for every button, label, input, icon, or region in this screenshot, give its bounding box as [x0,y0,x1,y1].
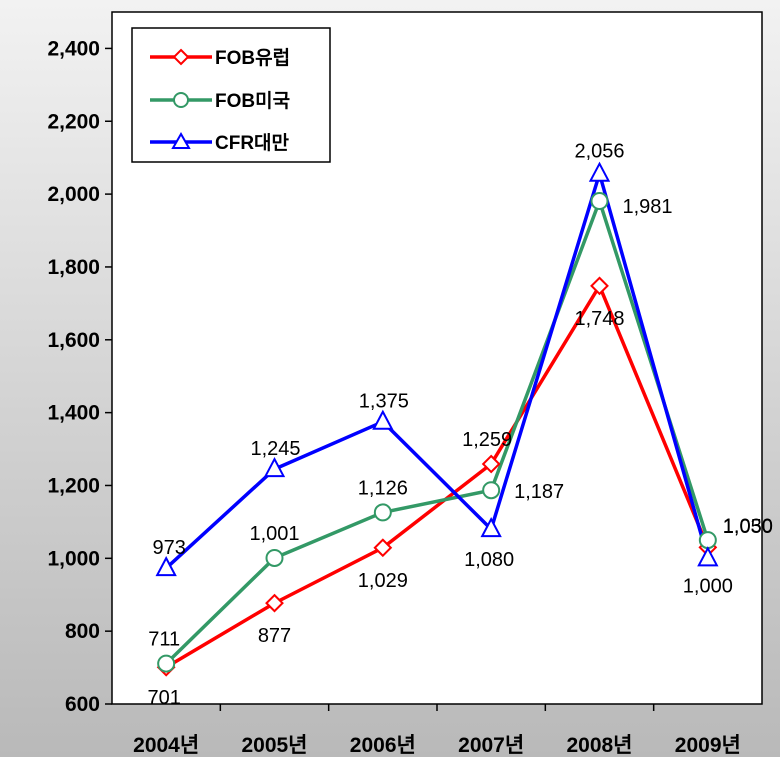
x-tick-label: 2004년 [133,734,199,757]
data-label: 1,259 [462,429,512,451]
data-label: 877 [258,625,291,647]
data-point [588,161,611,182]
data-point [482,481,501,500]
data-label: 701 [147,687,180,709]
legend-entry-fob-usa: FOB미국 [150,90,290,112]
triangle-marker-icon [171,131,191,149]
data-point [698,531,717,550]
y-tick-label: 1,800 [47,256,100,279]
legend-label: FOB유럽 [215,47,290,69]
data-label: 1,000 [683,575,733,597]
data-label: 1,981 [622,196,672,218]
data-label: 1,080 [464,549,514,571]
legend: FOB유럽 FOB미국 CFR대만 [131,27,331,163]
legend-entry-cfr-taiwan: CFR대만 [150,131,290,154]
y-tick-label: 2,400 [47,37,100,60]
data-point [157,654,176,673]
data-label: 1,245 [250,438,300,460]
diamond-marker-icon [172,48,190,66]
data-point [480,517,502,538]
data-label: 1,029 [358,570,408,592]
legend-entry-fob-europe: FOB유럽 [150,47,290,69]
y-tick-label: 800 [65,620,100,643]
data-point [155,556,177,577]
y-tick-label: 1,400 [47,402,100,425]
data-labels: 701 877 1,029 1,259 1,748 1,030 711 1,001 1,126 1… [147,141,772,710]
data-point [590,192,609,211]
legend-label: FOB미국 [215,90,290,112]
data-point [697,546,719,567]
data-point [263,456,286,478]
data-label: 1,001 [249,523,299,545]
legend-box [131,27,331,163]
x-tick-label: 2005년 [241,734,307,757]
y-tick-label: 2,000 [47,183,100,206]
data-point [590,276,609,296]
data-label: 2,056 [574,141,624,163]
data-label: 1,748 [574,308,624,330]
data-point [373,503,392,522]
data-label: 1,187 [514,481,564,503]
x-tick-label: 2008년 [566,734,632,757]
data-point [481,454,501,474]
data-label: 1,375 [359,391,409,413]
series-line-1 [164,195,710,665]
y-tick-label: 2,200 [47,110,100,133]
y-tick-label: 1,600 [47,329,100,352]
series-line-0 [165,282,710,669]
x-tick-label: 2007년 [458,734,524,757]
x-tick-label: 2006년 [350,734,416,757]
y-tick-label: 1,000 [47,547,100,570]
data-label: 1,126 [358,477,408,499]
circle-marker-icon [173,92,189,108]
y-tick-label: 1,200 [47,474,100,497]
data-label: 1,050 [723,516,773,538]
y-tick-label: 600 [65,693,100,716]
data-point [265,593,284,613]
data-label: 973 [152,537,185,559]
series-line-2 [164,167,710,570]
data-label: 1,030 [723,515,773,537]
x-tick-label: 2009년 [675,734,741,757]
data-label: 711 [148,629,180,651]
series-layer [155,161,719,677]
data-point [372,409,394,430]
legend-label: CFR대만 [215,132,290,154]
data-point [265,548,284,567]
data-point [373,538,393,558]
